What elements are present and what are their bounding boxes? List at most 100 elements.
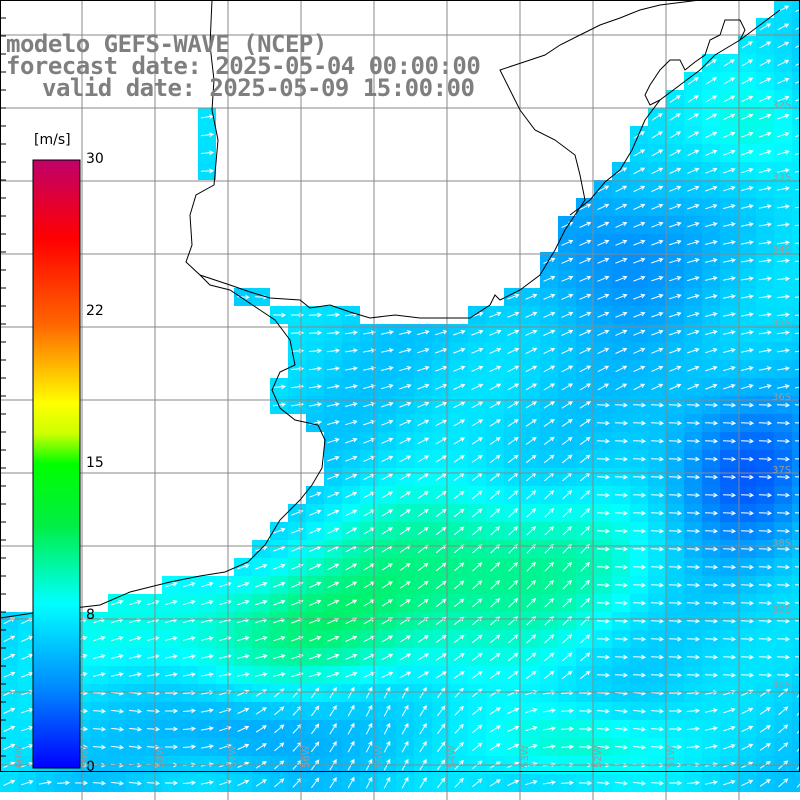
wind-arrow — [489, 725, 502, 733]
wind-arrow — [327, 671, 340, 678]
wind-arrow — [633, 149, 646, 157]
wind-arrow — [417, 491, 429, 499]
wind-arrow — [723, 725, 736, 732]
wind-arrow — [722, 492, 737, 498]
wind-arrow — [580, 652, 591, 662]
wind-arrow — [776, 618, 791, 624]
wind-arrow — [543, 708, 556, 713]
wind-arrow — [758, 492, 773, 498]
wind-arrow — [417, 455, 430, 463]
wind-arrow — [560, 744, 575, 750]
wind-arrow — [705, 113, 718, 121]
wind-arrow — [597, 347, 610, 355]
wind-arrow — [723, 258, 736, 263]
wind-arrow — [777, 222, 790, 227]
wind-arrow — [740, 402, 755, 408]
wind-arrow — [182, 780, 197, 786]
wind-arrow — [686, 600, 701, 606]
wind-arrow — [669, 239, 682, 246]
wind-arrow — [507, 779, 520, 786]
wind-arrow — [705, 222, 718, 228]
wind-arrow — [399, 419, 412, 426]
wind-arrow — [596, 492, 611, 498]
wind-arrow — [669, 131, 682, 139]
wind-arrow — [776, 654, 791, 660]
wind-arrow — [237, 725, 250, 732]
wind-arrow — [794, 674, 800, 676]
wind-arrow — [183, 654, 196, 659]
wind-arrow — [758, 420, 773, 426]
wind-arrow — [794, 602, 800, 604]
wind-arrow — [777, 348, 790, 353]
wind-arrow — [508, 598, 519, 608]
wind-arrow — [543, 726, 556, 731]
wind-arrow — [327, 653, 340, 660]
wind-arrow — [669, 293, 682, 300]
wind-arrow — [633, 293, 646, 300]
wind-arrow — [795, 44, 800, 48]
wind-arrow — [200, 150, 215, 156]
wind-arrow — [669, 203, 682, 210]
wind-arrow — [579, 419, 591, 427]
wind-arrow — [327, 455, 340, 462]
wind-arrow — [669, 726, 683, 732]
wind-arrow — [399, 491, 412, 499]
wind-arrow — [111, 599, 124, 606]
wind-arrow — [795, 188, 800, 191]
wind-arrow — [596, 780, 611, 786]
wind-arrow — [326, 402, 340, 407]
wind-arrow — [182, 726, 197, 732]
wind-arrow — [543, 454, 555, 464]
wind-arrow — [687, 365, 700, 372]
wind-arrow — [381, 437, 394, 444]
wind-arrow — [454, 687, 464, 698]
wind-arrow — [776, 636, 791, 642]
wind-arrow — [472, 598, 483, 608]
wind-arrow — [758, 672, 773, 678]
wind-arrow — [417, 401, 430, 408]
wind-arrow — [650, 528, 665, 534]
wind-arrow — [472, 778, 483, 788]
wind-arrow — [669, 329, 682, 336]
wind-arrow — [795, 80, 800, 84]
wind-arrow — [740, 654, 755, 660]
wind-arrow — [471, 490, 483, 500]
wind-arrow — [776, 438, 791, 444]
wind-arrow — [705, 294, 718, 299]
wind-arrow — [777, 150, 790, 156]
wind-arrow — [705, 780, 718, 785]
wind-arrow — [437, 687, 446, 699]
wind-arrow — [93, 672, 106, 677]
wind-arrow — [669, 149, 682, 157]
wind-arrow — [146, 654, 160, 659]
wind-arrow — [273, 635, 286, 642]
wind-arrow — [526, 561, 536, 572]
wind-arrow — [596, 582, 611, 588]
wind-arrow — [705, 77, 718, 85]
wind-arrow — [651, 221, 664, 228]
wind-arrow — [490, 580, 501, 590]
wind-arrow — [453, 401, 466, 409]
wind-arrow — [759, 41, 772, 49]
wind-arrow — [417, 635, 429, 643]
wind-arrow — [596, 510, 611, 516]
wind-arrow — [345, 527, 358, 535]
wind-arrow — [632, 708, 647, 714]
wind-arrow — [794, 404, 800, 406]
wind-arrow — [687, 131, 700, 139]
wind-arrow — [722, 456, 737, 462]
wind-arrow — [146, 780, 161, 786]
wind-arrow — [544, 579, 554, 590]
wind-arrow — [704, 600, 719, 606]
wind-arrow — [507, 670, 519, 679]
wind-arrow — [740, 474, 755, 480]
wind-arrow — [668, 528, 683, 534]
wind-arrow — [704, 402, 719, 408]
wind-arrow — [794, 494, 800, 496]
wind-arrow — [544, 508, 555, 518]
wind-arrow — [309, 653, 322, 660]
wind-arrow — [740, 600, 755, 606]
wind-arrow — [365, 704, 373, 717]
wind-arrow — [615, 167, 628, 175]
wind-arrow — [543, 383, 556, 391]
